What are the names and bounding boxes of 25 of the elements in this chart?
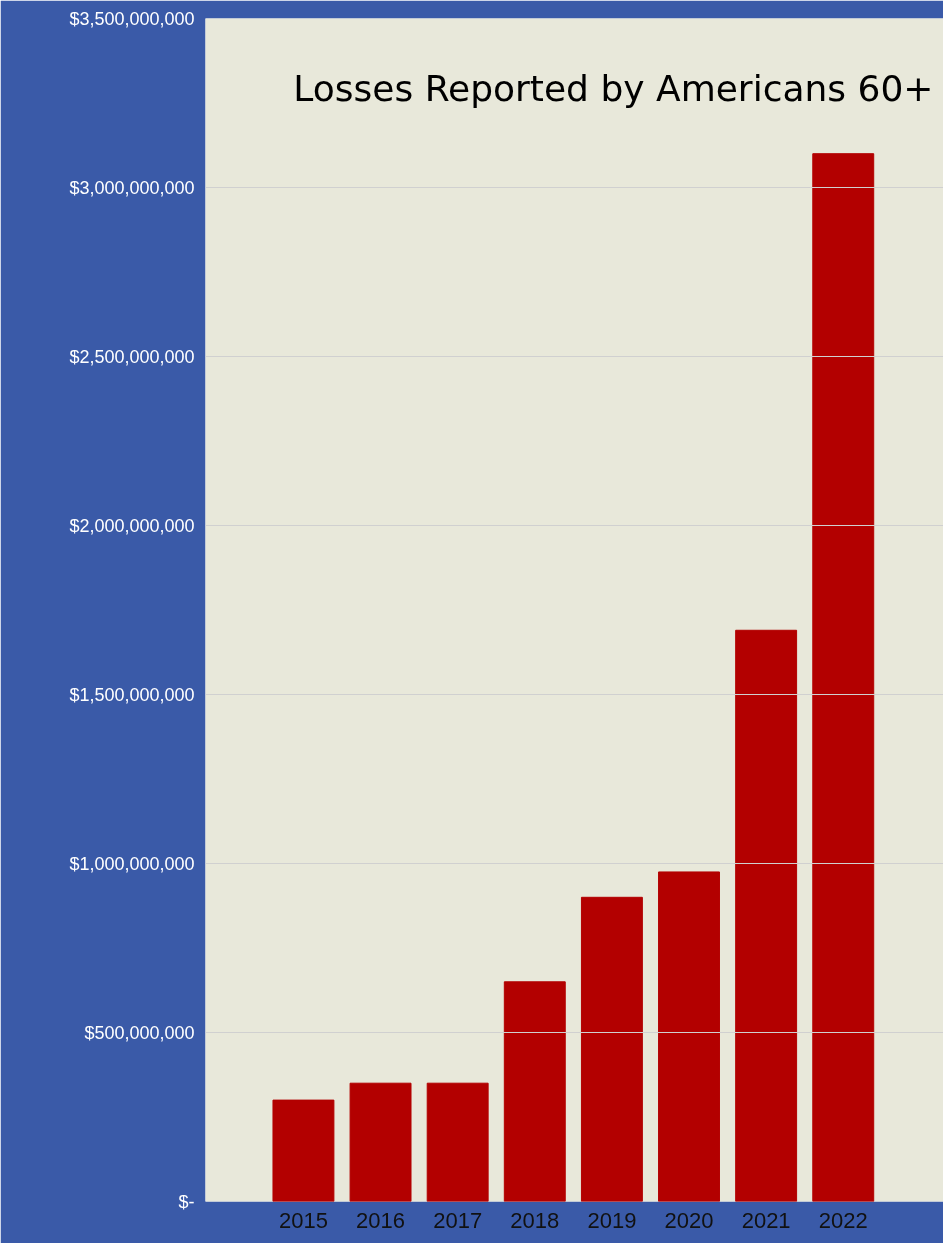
x-tick-label: 2020	[664, 1207, 714, 1233]
x-tick-label: 2016	[356, 1207, 406, 1233]
y-tick-label: $500,000,000	[84, 1022, 195, 1043]
y-tick-label: $1,000,000,000	[69, 853, 195, 874]
y-tick-label: $-	[178, 1191, 195, 1212]
x-tick-label: 2019	[587, 1207, 637, 1233]
x-tick-label: 2021	[741, 1207, 791, 1233]
y-tick-label: $2,000,000,000	[69, 515, 195, 536]
y-tick-label: $3,500,000,000	[69, 8, 195, 29]
y-tick-label: $2,500,000,000	[69, 346, 195, 367]
x-tick-label: 2017	[433, 1207, 483, 1233]
x-tick-label: 2015	[278, 1207, 328, 1233]
bar	[812, 153, 875, 1202]
bar	[503, 981, 566, 1202]
x-tick-label: 2022	[818, 1207, 868, 1233]
text: Losses Reported by Americans 60+	[293, 67, 934, 109]
bar	[735, 629, 798, 1202]
bar	[272, 1099, 335, 1202]
y-tick-label: $3,000,000,000	[69, 177, 195, 198]
bar	[349, 1082, 412, 1202]
bar	[658, 871, 720, 1202]
x-tick-label: 2018	[510, 1207, 560, 1233]
y-tick-label: $1,500,000,000	[69, 684, 195, 705]
bar	[426, 1082, 489, 1202]
bar	[580, 896, 643, 1202]
